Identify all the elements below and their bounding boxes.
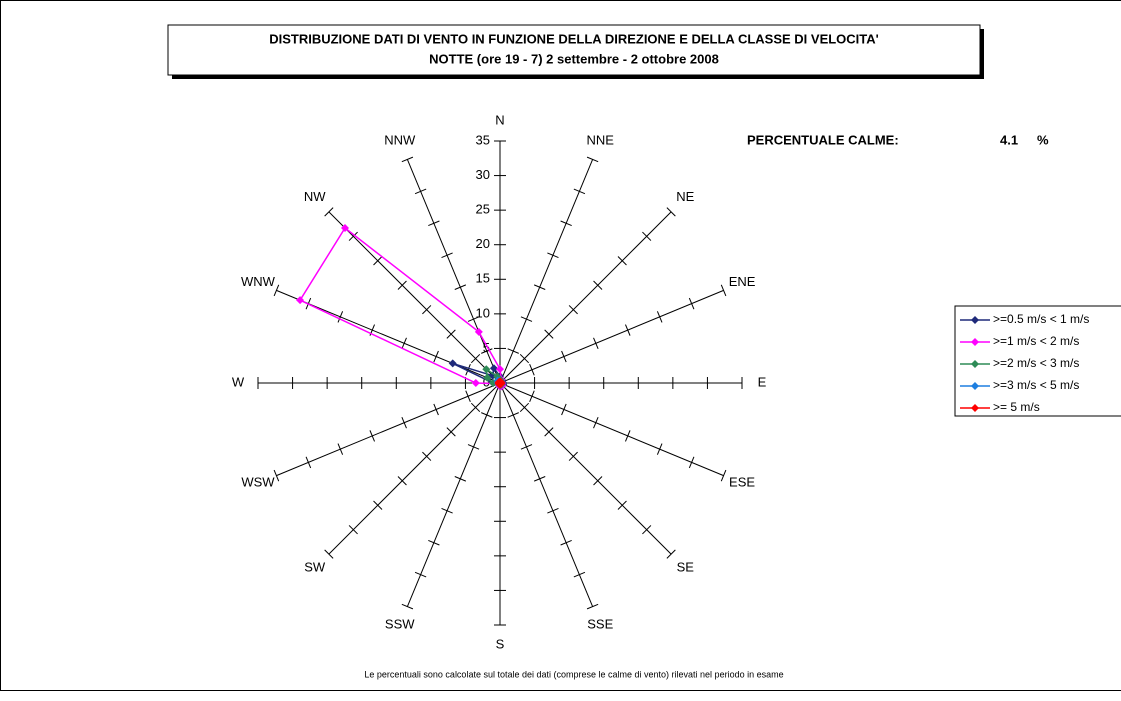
tick-mark <box>594 338 599 349</box>
footnote: Le percentuali sono calcolate sul totale… <box>364 669 783 679</box>
calm-label: PERCENTUALE CALME: <box>747 132 899 147</box>
tick-mark <box>481 413 492 418</box>
category-label: S <box>496 636 505 651</box>
tick-mark <box>508 413 519 418</box>
tick-mark <box>561 221 572 226</box>
tick-mark <box>574 572 585 577</box>
tick-mark <box>434 351 439 362</box>
category-label: N <box>495 112 504 127</box>
tick-mark <box>466 391 471 402</box>
tick-mark <box>428 540 439 545</box>
legend-label: >=1 m/s < 2 m/s <box>993 334 1079 348</box>
r-tick-label: 15 <box>476 271 490 286</box>
r-tick-label: 20 <box>476 236 490 251</box>
tick-mark <box>657 311 662 322</box>
axis-line <box>500 159 593 383</box>
axis-line <box>500 290 724 383</box>
tick-mark <box>587 604 598 609</box>
category-label: WNW <box>241 274 276 289</box>
tick-mark <box>402 338 407 349</box>
tick-mark <box>415 572 426 577</box>
legend-label: >=3 m/s < 5 m/s <box>993 378 1079 392</box>
tick-mark <box>402 604 413 609</box>
chart-subtitle: NOTTE (ore 19 - 7) 2 settembre - 2 ottob… <box>429 51 719 66</box>
tick-mark <box>508 349 519 354</box>
tick-mark <box>434 404 439 415</box>
tick-mark <box>402 157 413 162</box>
axis-line <box>407 383 500 607</box>
tick-mark <box>442 253 453 258</box>
legend-label: >= 5 m/s <box>993 400 1040 414</box>
category-label: NNE <box>587 132 615 147</box>
tick-mark <box>625 325 630 336</box>
r-tick-label: 35 <box>476 132 490 147</box>
category-label: SSW <box>385 616 415 631</box>
r-tick-label: 10 <box>476 305 490 320</box>
legend-label: >=2 m/s < 3 m/s <box>993 356 1079 370</box>
tick-mark <box>455 285 466 290</box>
tick-mark <box>415 189 426 194</box>
axis-line <box>276 383 500 476</box>
tick-mark <box>428 221 439 226</box>
tick-mark <box>561 540 572 545</box>
tick-mark <box>455 477 466 482</box>
tick-mark <box>274 470 279 481</box>
calm-unit: % <box>1037 132 1049 147</box>
tick-mark <box>442 508 453 513</box>
tick-mark <box>547 253 558 258</box>
legend-label: >=0.5 m/s < 1 m/s <box>993 312 1089 326</box>
tick-mark <box>521 445 532 450</box>
category-label: SW <box>304 560 326 575</box>
category-label: NE <box>676 189 694 204</box>
category-label: E <box>758 374 767 389</box>
category-label: NW <box>304 189 326 204</box>
axis-line <box>329 383 500 554</box>
tick-mark <box>370 430 375 441</box>
tick-mark <box>721 285 726 296</box>
tick-mark <box>521 317 532 322</box>
category-label: ENE <box>729 274 756 289</box>
category-label: SSE <box>587 616 613 631</box>
tick-mark <box>574 189 585 194</box>
tick-mark <box>306 457 311 468</box>
category-label: NNW <box>384 132 416 147</box>
category-label: W <box>232 374 245 389</box>
calm-value: 4.1 <box>1000 132 1018 147</box>
axis-line <box>500 383 593 607</box>
r-tick-label: 30 <box>476 167 490 182</box>
data-marker <box>472 379 480 387</box>
category-label: ESE <box>729 475 755 490</box>
category-label: WSW <box>241 475 275 490</box>
tick-mark <box>657 444 662 455</box>
tick-mark <box>530 364 535 375</box>
tick-mark <box>530 391 535 402</box>
tick-mark <box>402 417 407 428</box>
axis-line <box>329 212 500 383</box>
tick-mark <box>721 470 726 481</box>
data-marker <box>449 359 457 367</box>
tick-mark <box>534 477 545 482</box>
tick-mark <box>338 444 343 455</box>
tick-mark <box>594 417 599 428</box>
tick-mark <box>689 457 694 468</box>
data-marker <box>296 296 304 304</box>
r-tick-label: 25 <box>476 202 490 217</box>
tick-mark <box>625 430 630 441</box>
axis-line <box>500 212 671 383</box>
category-label: SE <box>677 560 695 575</box>
tick-mark <box>587 157 598 162</box>
tick-mark <box>468 445 479 450</box>
tick-mark <box>689 298 694 309</box>
tick-mark <box>562 404 567 415</box>
axis-line <box>500 383 724 476</box>
axis-line <box>500 383 671 554</box>
tick-mark <box>562 351 567 362</box>
chart-title: DISTRIBUZIONE DATI DI VENTO IN FUNZIONE … <box>269 31 879 46</box>
tick-mark <box>534 285 545 290</box>
tick-mark <box>547 508 558 513</box>
